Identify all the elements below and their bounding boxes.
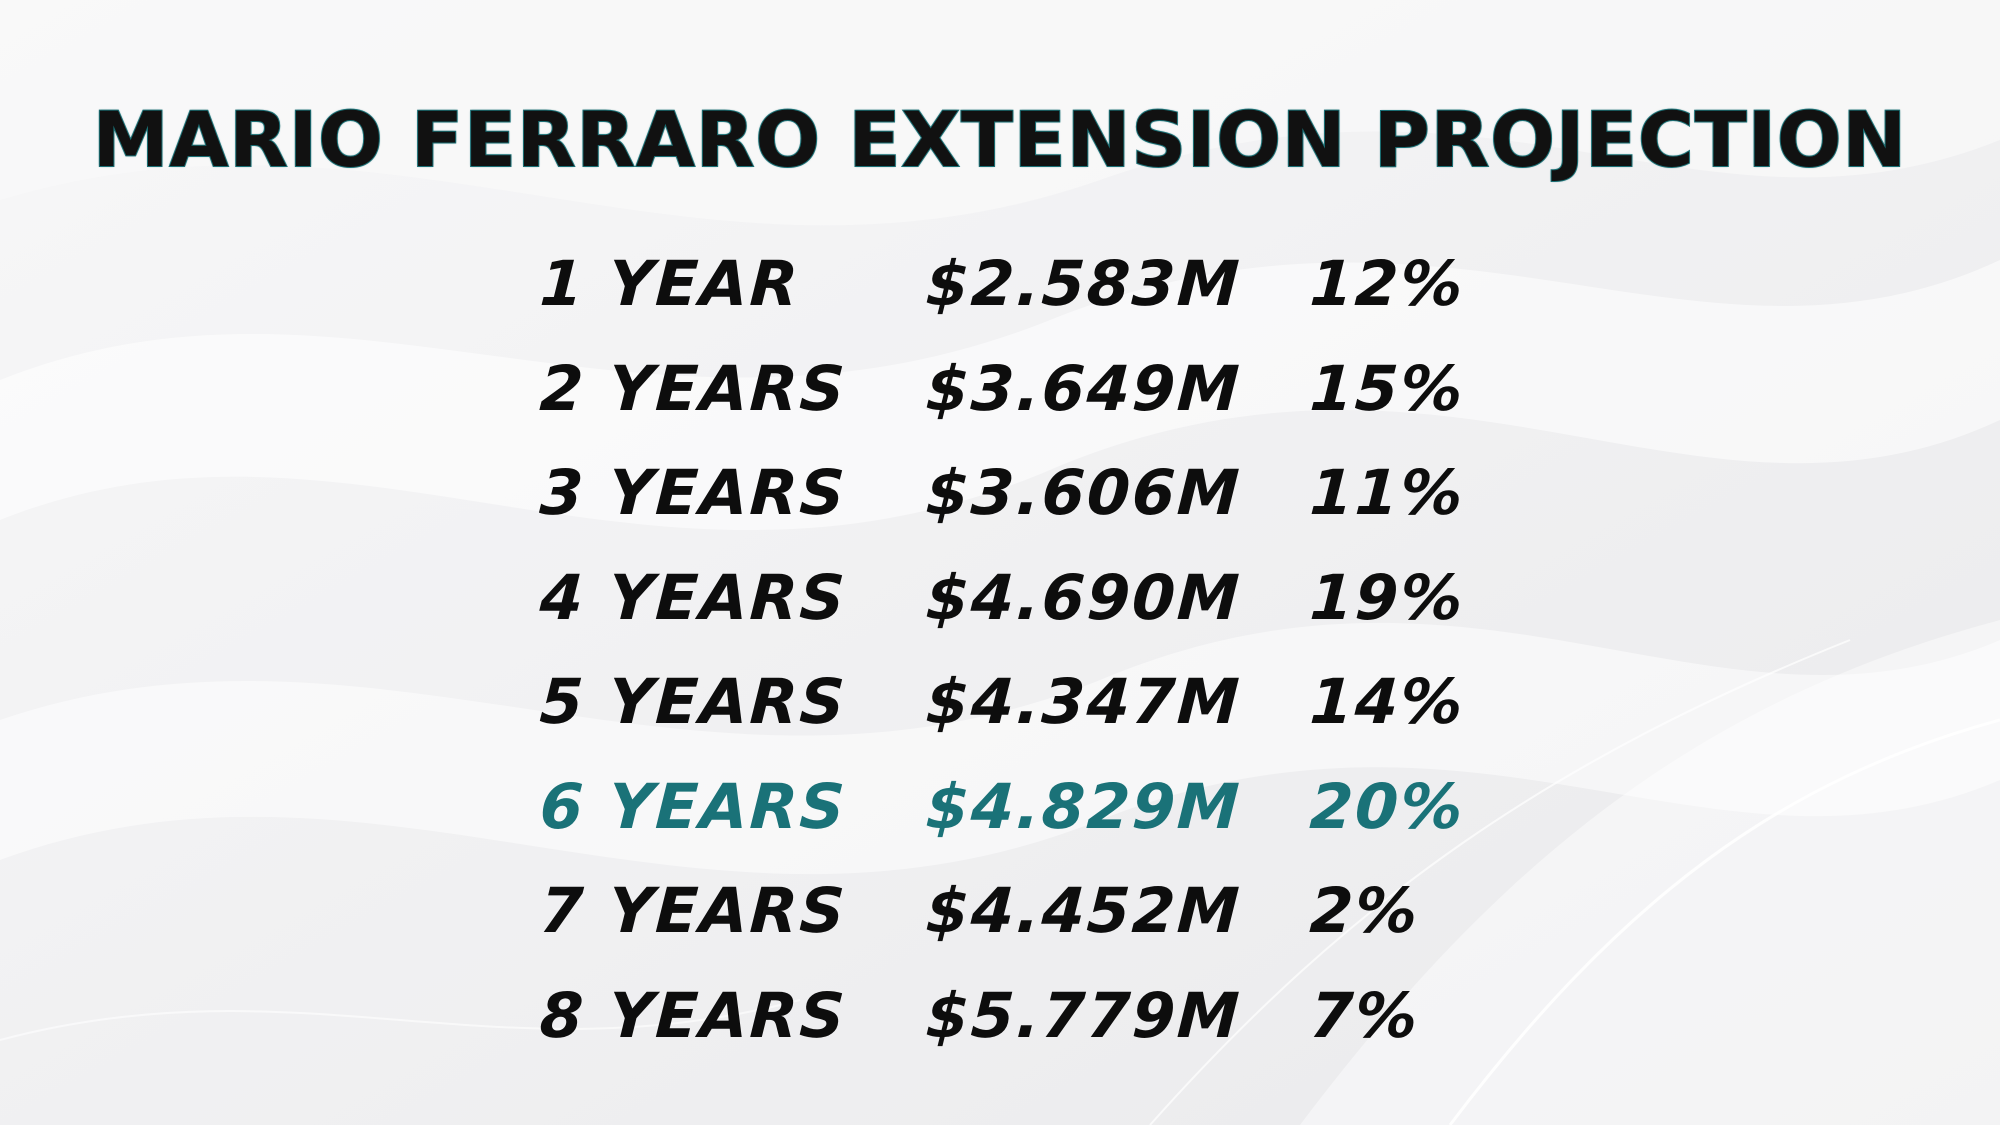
term-label: 2 YEARS (538, 351, 849, 425)
cap-percentage: 20% (1308, 769, 1467, 843)
table-row: 1 YEAR $2.583M 12% (538, 232, 1540, 337)
projected-value: $4.347M (924, 665, 1243, 738)
table-row: 8 YEARS $5.779M 7% (538, 964, 1540, 1069)
table-row: 2 YEARS $3.649M 15% (538, 337, 1540, 442)
term-label: 6 YEARS (538, 769, 849, 843)
term-label: 8 YEARS (538, 978, 849, 1052)
projected-value: $4.690M (924, 560, 1243, 634)
projected-value: $3.606M (924, 456, 1243, 529)
term-label: 5 YEARS (538, 665, 849, 738)
cap-percentage: 19% (1308, 560, 1467, 634)
table-row-highlighted: 6 YEARS $4.829M 20% (538, 755, 1540, 860)
cap-percentage: 12% (1308, 247, 1467, 320)
projected-value: $2.583M (924, 247, 1243, 320)
cap-percentage: 14% (1308, 665, 1467, 738)
term-label: 7 YEARS (538, 874, 849, 947)
term-label: 1 YEAR (538, 247, 802, 320)
projected-value: $5.779M (924, 978, 1243, 1052)
projected-value: $3.649M (924, 351, 1243, 425)
projected-value: $4.829M (924, 769, 1243, 843)
table-row: 7 YEARS $4.452M 2% (538, 859, 1540, 964)
cap-percentage: 15% (1308, 351, 1467, 425)
page-title: MARIO FERRARO EXTENSION PROJECTION (92, 94, 1908, 185)
cap-percentage: 7% (1308, 978, 1422, 1052)
term-label: 4 YEARS (538, 560, 849, 634)
table-row: 5 YEARS $4.347M 14% (538, 650, 1540, 755)
term-label: 3 YEARS (538, 456, 849, 529)
table-row: 4 YEARS $4.690M 19% (538, 546, 1540, 651)
cap-percentage: 2% (1308, 874, 1422, 947)
cap-percentage: 11% (1308, 456, 1467, 529)
projected-value: $4.452M (924, 874, 1243, 947)
projection-table: 1 YEAR $2.583M 12% 2 YEARS $3.649M 15% 3… (538, 232, 1540, 1069)
table-row: 3 YEARS $3.606M 11% (538, 441, 1540, 546)
